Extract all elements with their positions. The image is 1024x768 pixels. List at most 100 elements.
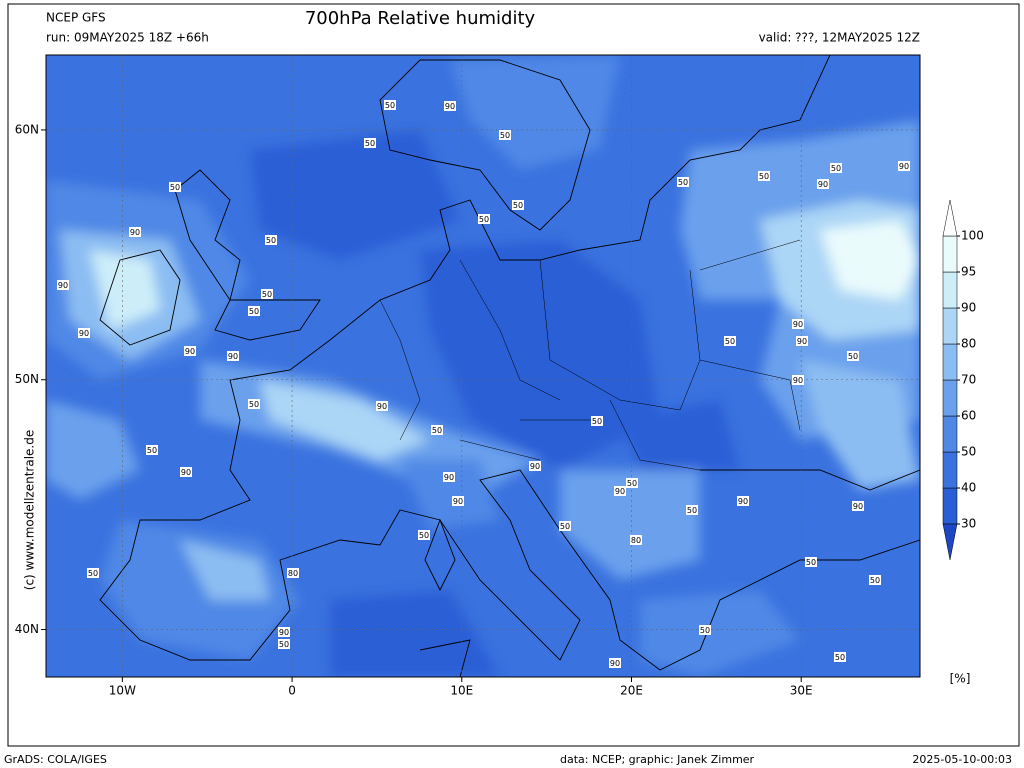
- colorbar-under: [942, 523, 958, 561]
- colorbar-swatch: [942, 487, 958, 525]
- contour-label-box: [737, 496, 749, 506]
- contour-label-box: [614, 486, 626, 496]
- contour-label: 50: [870, 576, 880, 585]
- contour-label-box: [129, 227, 141, 237]
- contour-label-box: [443, 472, 455, 482]
- valid-info: valid: ???, 12MAY2025 12Z: [759, 31, 920, 45]
- contour-label: 50: [592, 417, 602, 426]
- contour-label-box: [792, 319, 804, 329]
- contour-label: 80: [631, 536, 641, 545]
- contour-label: 90: [185, 347, 195, 356]
- contour-label: 50: [627, 479, 637, 488]
- contour-label: 90: [530, 462, 540, 471]
- contour-label: 50: [170, 183, 180, 192]
- contour-label: 50: [365, 139, 375, 148]
- contour-label: 90: [453, 497, 463, 506]
- contour-label: 90: [853, 502, 863, 511]
- contour-label: 50: [700, 626, 710, 635]
- colorbar-over: [942, 199, 958, 237]
- contour-label-box: [869, 575, 881, 585]
- contour-label-box: [248, 306, 260, 316]
- colorbar-swatch: [942, 343, 958, 381]
- colorbar-swatch: [942, 451, 958, 489]
- contour-label-box: [834, 652, 846, 662]
- x-tick-label: 10E: [450, 684, 473, 698]
- contour-label: 50: [831, 164, 841, 173]
- contour-label: 50: [385, 101, 395, 110]
- contour-label-box: [847, 351, 859, 361]
- contour-label-box: [609, 658, 621, 668]
- contour-label-box: [287, 568, 299, 578]
- colorbar-label: 95: [961, 265, 976, 279]
- contour-label-box: [630, 535, 642, 545]
- contour-label: 90: [377, 402, 387, 411]
- contour-label-box: [591, 416, 603, 426]
- contour-label: 50: [848, 352, 858, 361]
- contour-label: 50: [806, 558, 816, 567]
- contour-label-box: [805, 557, 817, 567]
- title: 700hPa Relative humidity: [305, 8, 536, 29]
- contour-label: 90: [279, 628, 289, 637]
- ireland: [99, 249, 181, 346]
- humidity-area: [250, 130, 460, 260]
- humidity-area: [640, 590, 800, 677]
- contour-label-box: [444, 101, 456, 111]
- contour-label-box: [248, 399, 260, 409]
- contour-label: 90: [610, 659, 620, 668]
- contour-label-box: [431, 425, 443, 435]
- contour-label-box: [817, 179, 829, 189]
- contour-label-box: [265, 235, 277, 245]
- contour-label: 50: [279, 640, 289, 649]
- model-name: NCEP GFS: [46, 11, 106, 25]
- frame: [7, 3, 1020, 747]
- contour-label: 50: [419, 531, 429, 540]
- contour-label-box: [227, 351, 239, 361]
- humidity-area: [100, 520, 300, 660]
- humidity-area: [560, 470, 700, 580]
- contour-label-box: [852, 501, 864, 511]
- y-tick-label: 60N: [15, 122, 39, 136]
- contour-label-box: [559, 521, 571, 531]
- colorbar-swatch: [942, 415, 958, 453]
- scandinavia: [379, 59, 591, 231]
- contour-label: 50: [725, 337, 735, 346]
- contour-label: 50: [479, 215, 489, 224]
- contour-label: 50: [266, 236, 276, 245]
- map-border: [45, 54, 921, 678]
- footer-center: data: NCEP; graphic: Janek Zimmer: [560, 753, 755, 766]
- colorbar-swatch: [942, 271, 958, 309]
- contour-label: 90: [818, 180, 828, 189]
- contour-label-box: [180, 467, 192, 477]
- contour-label-box: [724, 336, 736, 346]
- contour-label-box: [686, 505, 698, 515]
- north-coast: [329, 55, 831, 341]
- humidity-area: [46, 400, 140, 500]
- contour-label: 90: [445, 102, 455, 111]
- y-tick-label: 50N: [15, 372, 39, 386]
- contour-label-box: [792, 375, 804, 385]
- contour-label-box: [184, 346, 196, 356]
- humidity-area: [800, 360, 920, 490]
- contour-label: 50: [249, 400, 259, 409]
- colorbar-swatch: [942, 307, 958, 345]
- contour-label: 90: [79, 329, 89, 338]
- colorbar-unit: [%]: [950, 672, 971, 686]
- contour-label-box: [278, 627, 290, 637]
- x-tick-label: 10W: [109, 684, 136, 698]
- contour-label: 50: [687, 506, 697, 515]
- contour-label: 90: [899, 162, 909, 171]
- contour-label: 90: [738, 497, 748, 506]
- humidity-area: [820, 220, 920, 300]
- colorbar-label: 40: [961, 481, 976, 495]
- humidity-area: [260, 380, 430, 460]
- contour-label: 50: [262, 290, 272, 299]
- humidity-area: [180, 540, 270, 600]
- contour-label-box: [418, 530, 430, 540]
- contour-label: 90: [228, 352, 238, 361]
- humidity-area: [620, 400, 740, 470]
- contour-label: 50: [88, 569, 98, 578]
- colorbar-label: 80: [961, 337, 976, 351]
- colorbar-swatch: [942, 235, 958, 273]
- contour-label-box: [169, 182, 181, 192]
